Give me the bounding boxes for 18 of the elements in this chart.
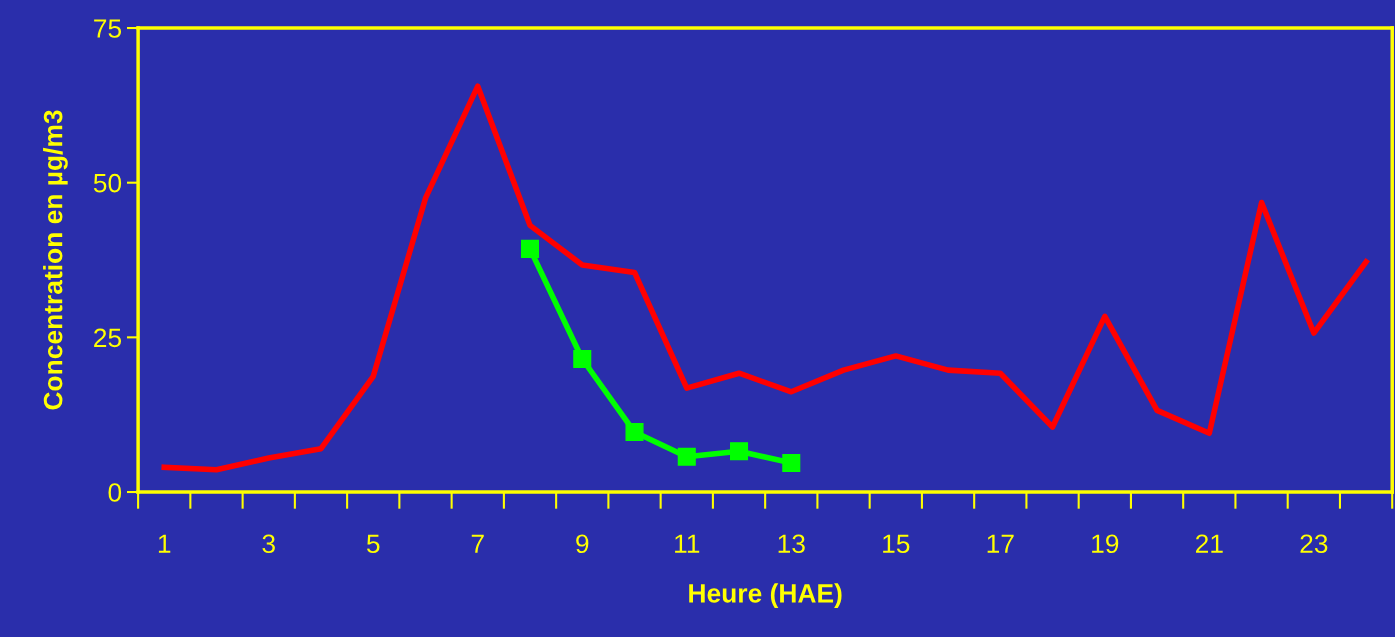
x-tick-label: 1 xyxy=(158,534,171,553)
x-tick-label: 3 xyxy=(262,534,275,554)
x-tick-label: 7 xyxy=(471,534,484,553)
y-tick-label: 75 xyxy=(94,19,122,38)
y-axis-title: Concentration en µg/m3 xyxy=(43,110,68,410)
y-tick-label: 25 xyxy=(94,328,122,348)
x-axis-title: Heure (HAE) xyxy=(689,583,842,608)
x-tick-label: 9 xyxy=(576,534,589,554)
x-tick-label: 11 xyxy=(675,534,700,553)
x-tick-label: 19 xyxy=(1092,534,1119,554)
x-tick-label: 23 xyxy=(1300,534,1328,554)
y-tick-label: 50 xyxy=(93,173,122,193)
x-tick-label: 17 xyxy=(987,534,1014,553)
x-tick-label: 5 xyxy=(366,534,380,554)
x-tick-label: 21 xyxy=(1195,534,1223,553)
x-tick-label: 13 xyxy=(778,534,805,554)
x-tick-label: 15 xyxy=(883,534,910,554)
y-tick-label: 0 xyxy=(108,483,122,502)
